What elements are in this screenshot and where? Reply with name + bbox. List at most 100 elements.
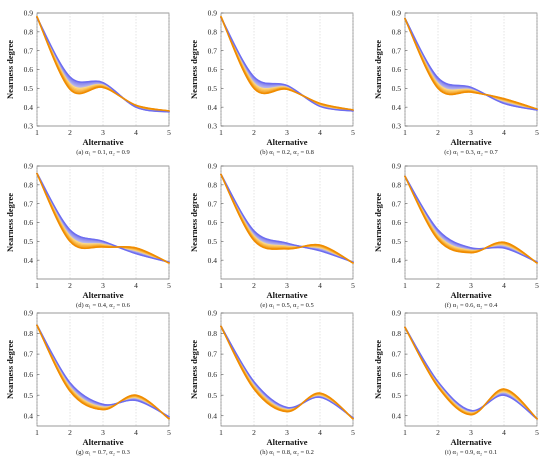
series-line-orange [404,17,538,110]
y-tick-label: 0.9 [24,9,34,18]
x-tick-label: 3 [285,428,289,437]
x-tick-label: 4 [502,428,506,437]
x-tick-label: 1 [219,428,223,437]
y-tick-label: 0.8 [208,180,218,189]
y-tick-label: 0.4 [392,411,402,420]
y-axis-label: Nearness degree [189,193,199,252]
x-tick-label: 3 [285,281,289,290]
x-tick-label: 4 [318,428,322,437]
x-axis-label: Alternative [266,437,307,447]
x-tick-label: 2 [68,128,72,137]
panel-caption: (b) α₁ = 0.2, α₂ = 0.8 [260,149,314,156]
y-tick-label: 0.5 [24,84,34,93]
y-tick-label: 0.9 [208,9,218,18]
x-tick-label: 3 [101,128,105,137]
x-tick-label: 2 [436,428,440,437]
series-line-orange [36,324,170,420]
y-axis-label: Nearness degree [5,340,15,399]
x-tick-label: 2 [252,428,256,437]
y-tick-label: 0.4 [24,411,34,420]
x-tick-label: 1 [403,281,407,290]
x-tick-label: 5 [535,128,539,137]
y-tick-label: 0.8 [208,27,218,36]
series-line-orange [404,326,538,420]
y-tick-label: 0.8 [24,27,34,36]
y-tick-label: 0.5 [24,237,34,246]
y-tick-label: 0.7 [392,199,402,208]
y-tick-label: 0.7 [392,46,402,55]
x-tick-label: 2 [436,281,440,290]
y-axis-label: Nearness degree [5,193,15,252]
x-tick-label: 3 [285,128,289,137]
x-axis-label: Alternative [266,290,307,300]
series-line-orange [220,16,354,111]
y-tick-label: 0.4 [392,256,402,265]
y-tick-label: 0.6 [392,218,402,227]
x-tick-label: 2 [436,128,440,137]
chart-panel-3: 0.3 0.4 0.5 0.6 0.7 0.8 0.9 1 2 3 4 5 Alternative Nea… [373,9,539,156]
series-line-blue [404,326,538,420]
x-tick-label: 2 [68,428,72,437]
y-axis-label: Nearness degree [373,193,383,252]
series-line-blue [220,17,354,112]
y-axis-label: Nearness degree [189,340,199,399]
chart-panel-2: 0.3 0.4 0.5 0.6 0.7 0.8 0.9 1 2 3 4 5 Alternative Nea… [189,9,355,156]
y-tick-label: 0.5 [392,84,402,93]
y-tick-label: 0.4 [24,103,34,112]
chart-panel-6: 0.4 0.5 0.6 0.7 0.8 0.9 1 2 3 4 5 Alternative Nearne… [373,162,539,309]
y-tick-label: 0.3 [392,122,402,131]
chart-panel-8: 0.4 0.5 0.6 0.7 0.8 0.9 1 2 3 4 5 Alternative Nearne… [189,309,355,456]
x-tick-label: 1 [35,428,39,437]
panel-caption: (e) α₁ = 0.5, α₂ = 0.5 [260,302,314,309]
panel-caption: (f) α₁ = 0.6, α₂ = 0.4 [445,302,499,309]
x-tick-label: 5 [351,128,355,137]
y-tick-label: 0.6 [24,370,34,379]
series-line-blue [36,324,170,418]
y-axis-label: Nearness degree [189,40,199,99]
x-axis-label: Alternative [450,437,491,447]
y-tick-label: 0.4 [208,103,218,112]
x-axis-label: Alternative [82,437,123,447]
y-tick-label: 0.7 [24,350,34,359]
x-tick-label: 4 [134,128,138,137]
y-tick-label: 0.6 [392,370,402,379]
x-tick-label: 1 [403,128,407,137]
y-tick-label: 0.7 [392,350,402,359]
panel-caption: (a) α₁ = 0.1, α₂ = 0.9 [76,149,130,156]
x-tick-label: 4 [318,281,322,290]
series-line-blue [36,17,170,113]
y-tick-label: 0.7 [208,350,218,359]
y-tick-label: 0.4 [208,411,218,420]
y-tick-label: 0.3 [208,122,218,131]
y-tick-label: 0.6 [24,65,34,74]
x-tick-label: 5 [167,428,171,437]
y-tick-label: 0.3 [24,122,34,131]
y-tick-label: 0.9 [24,309,34,318]
y-tick-label: 0.9 [392,162,402,171]
x-tick-label: 3 [101,428,105,437]
chart-panel-7: 0.4 0.5 0.6 0.7 0.8 0.9 1 2 3 4 5 Alternative Nearne… [5,309,171,456]
series-line-orange [220,173,354,264]
x-axis-label: Alternative [450,137,491,147]
panel-caption: (d) α₁ = 0.4, α₂ = 0.6 [76,302,131,309]
x-tick-label: 3 [469,428,473,437]
x-tick-label: 5 [351,281,355,290]
y-tick-label: 0.6 [24,218,34,227]
x-tick-label: 4 [318,128,322,137]
x-tick-label: 4 [134,281,138,290]
chart-panel-5: 0.4 0.5 0.6 0.7 0.8 0.9 1 2 3 4 5 Alternative Nearne… [189,162,355,309]
series-line-orange [36,16,170,112]
y-tick-label: 0.8 [24,180,34,189]
x-tick-label: 3 [469,128,473,137]
series-line-orange [36,172,170,264]
series-line-blue [220,325,354,419]
y-tick-label: 0.9 [392,309,402,318]
y-tick-label: 0.8 [392,329,402,338]
series-line-blue [404,175,538,263]
y-tick-label: 0.5 [392,237,402,246]
panel-caption: (i) α₁ = 0.9, α₂ = 0.1 [445,449,497,456]
y-tick-label: 0.5 [392,391,402,400]
x-tick-label: 1 [219,281,223,290]
panel-caption: (g) α₁ = 0.7, α₂ = 0.3 [76,449,130,456]
y-tick-label: 0.4 [24,256,34,265]
